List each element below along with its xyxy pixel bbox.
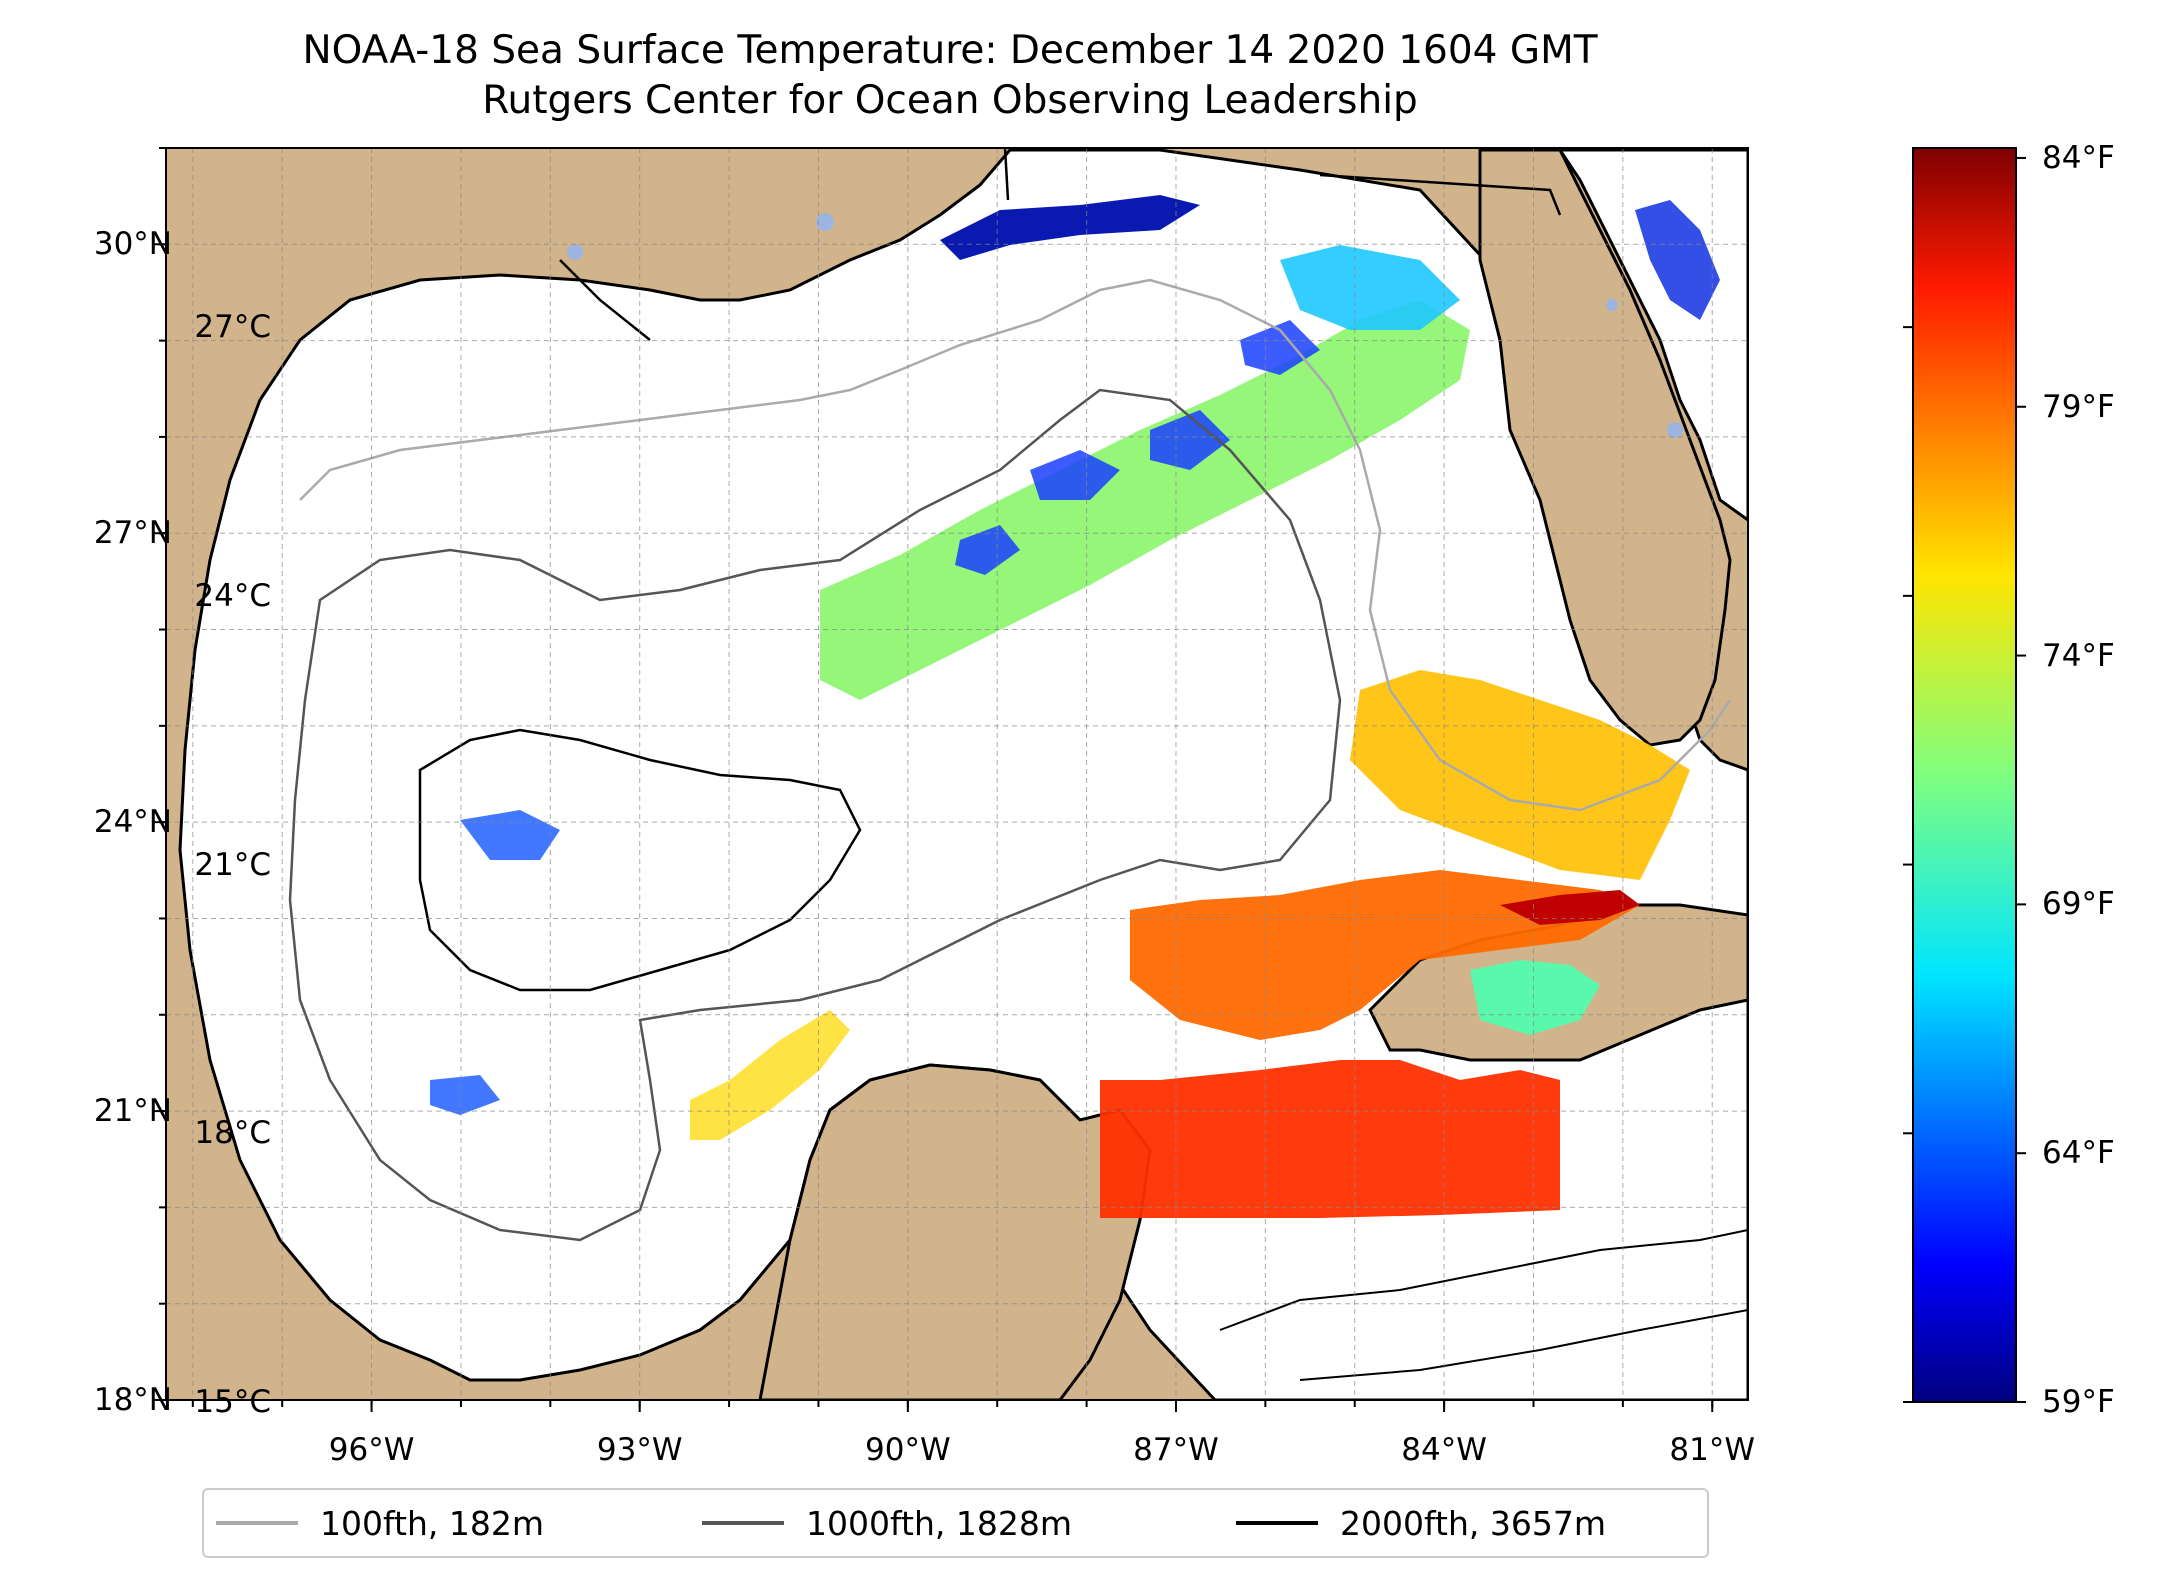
colorbar-label-fahrenheit: 69°F (2042, 886, 2115, 923)
legend-item-100fth: 100fth, 182m (216, 1490, 544, 1556)
colorbar-label-fahrenheit: 59°F (2042, 1384, 2115, 1420)
lat-tick-label: 21°N (93, 1093, 172, 1130)
colorbar-label-celsius: 21°C (194, 846, 271, 883)
contour-2000fth (418, 728, 862, 992)
lon-tick-label: 81°W (1669, 1432, 1756, 1468)
gridlines (166, 148, 1748, 1400)
florida-land (1478, 148, 1732, 747)
sst-swath-east-florida (1635, 200, 1720, 320)
sst-swath-caribbean-warm (1100, 1060, 1560, 1218)
colorbar (1912, 147, 2017, 1403)
sst-swath-keys (1500, 890, 1640, 925)
colorbar-label-celsius: 24°C (194, 577, 271, 614)
contour-1000fth (288, 388, 1342, 1242)
legend-label-2000fth: 2000fth, 3657m (1340, 1503, 1606, 1543)
colorbar-label-fahrenheit: 64°F (2042, 1135, 2115, 1172)
lon-tick-label: 93°W (596, 1432, 683, 1468)
colorbar-label-celsius: 18°C (194, 1115, 271, 1152)
contour-100fth (299, 278, 1732, 812)
colorbar-label-fahrenheit: 74°F (2042, 637, 2115, 674)
lat-tick-label: 27°N (93, 515, 172, 552)
state-borders (559, 148, 1562, 341)
legend-label-100fth: 100fth, 182m (320, 1503, 544, 1543)
legend-item-1000fth: 1000fth, 1828m (702, 1490, 1072, 1556)
legend-label-1000fth: 1000fth, 1828m (806, 1503, 1072, 1543)
lon-tick-label: 96°W (328, 1432, 415, 1468)
legend-item-2000fth: 2000fth, 3657m (1236, 1490, 1606, 1556)
sst-swath-east-gulf-warm (1130, 870, 1640, 1040)
map-title: NOAA-18 Sea Surface Temperature: Decembe… (302, 28, 1598, 73)
contour-caribbean (1219, 1229, 1748, 1381)
lakes (567, 213, 1683, 438)
legend-swatch-1000fth (702, 1521, 784, 1525)
map-subtitle: Rutgers Center for Ocean Observing Leade… (482, 78, 1418, 123)
colorbar-ticks (1903, 156, 2026, 1403)
lat-tick-label: 24°N (93, 804, 172, 841)
legend-swatch-2000fth (1236, 1521, 1318, 1525)
map-layers (166, 148, 1748, 1400)
lat-tick-label: 18°N (93, 1382, 172, 1418)
axis-ticks (154, 147, 1714, 1412)
colorbar-label-celsius: 27°C (194, 309, 271, 346)
lon-tick-label: 87°W (1133, 1432, 1219, 1468)
sst-swaths (430, 195, 1720, 1218)
depth-contours (288, 278, 1748, 1381)
sst-swath-big-bend (1280, 245, 1460, 330)
depth-legend: 100fth, 182m 1000fth, 1828m 2000fth, 365… (202, 1488, 1709, 1558)
sst-swath-south-cuba-cool (1470, 960, 1600, 1035)
lat-tick-label: 30°N (93, 226, 172, 263)
sst-swath-west-florida (1350, 670, 1690, 880)
colorbar-label-fahrenheit: 79°F (2042, 388, 2115, 425)
lon-tick-label: 90°W (865, 1432, 951, 1468)
colorbar-label-fahrenheit: 84°F (2042, 139, 2115, 176)
sst-swath-north-central (820, 300, 1470, 700)
colorbar-label-celsius: 15°C (194, 1384, 271, 1420)
sst-swath-blue-patches (955, 320, 1320, 575)
legend-swatch-100fth (216, 1521, 298, 1525)
sst-swath-west-central (690, 1010, 850, 1140)
sst-swath-panhandle (940, 195, 1200, 260)
lon-tick-label: 84°W (1401, 1432, 1487, 1468)
plot-frame (165, 147, 1749, 1401)
sst-swath-west-speckles (430, 810, 560, 1115)
